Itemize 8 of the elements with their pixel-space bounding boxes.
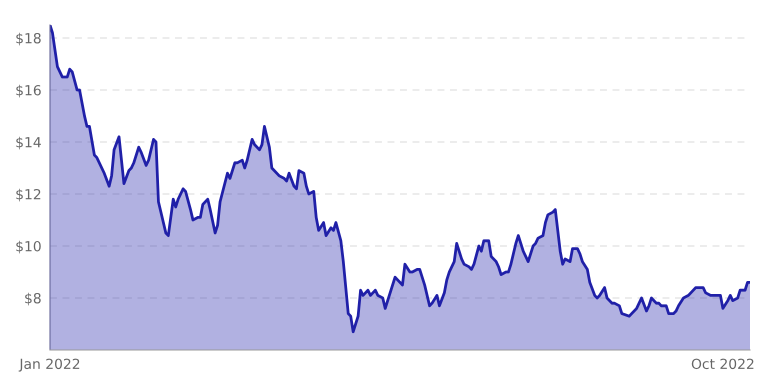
y-tick-label: $12 [16, 188, 40, 202]
y-tick-label: $14 [16, 136, 41, 150]
x-tick-label: Oct 2022 [692, 358, 754, 370]
y-tick-label: $18 [16, 32, 41, 46]
x-tick-label: Jan 2022 [18, 358, 80, 372]
y-tick-label: $8 [25, 292, 41, 306]
y-tick-label: $10 [16, 240, 41, 254]
y-tick-label: $16 [16, 84, 41, 98]
